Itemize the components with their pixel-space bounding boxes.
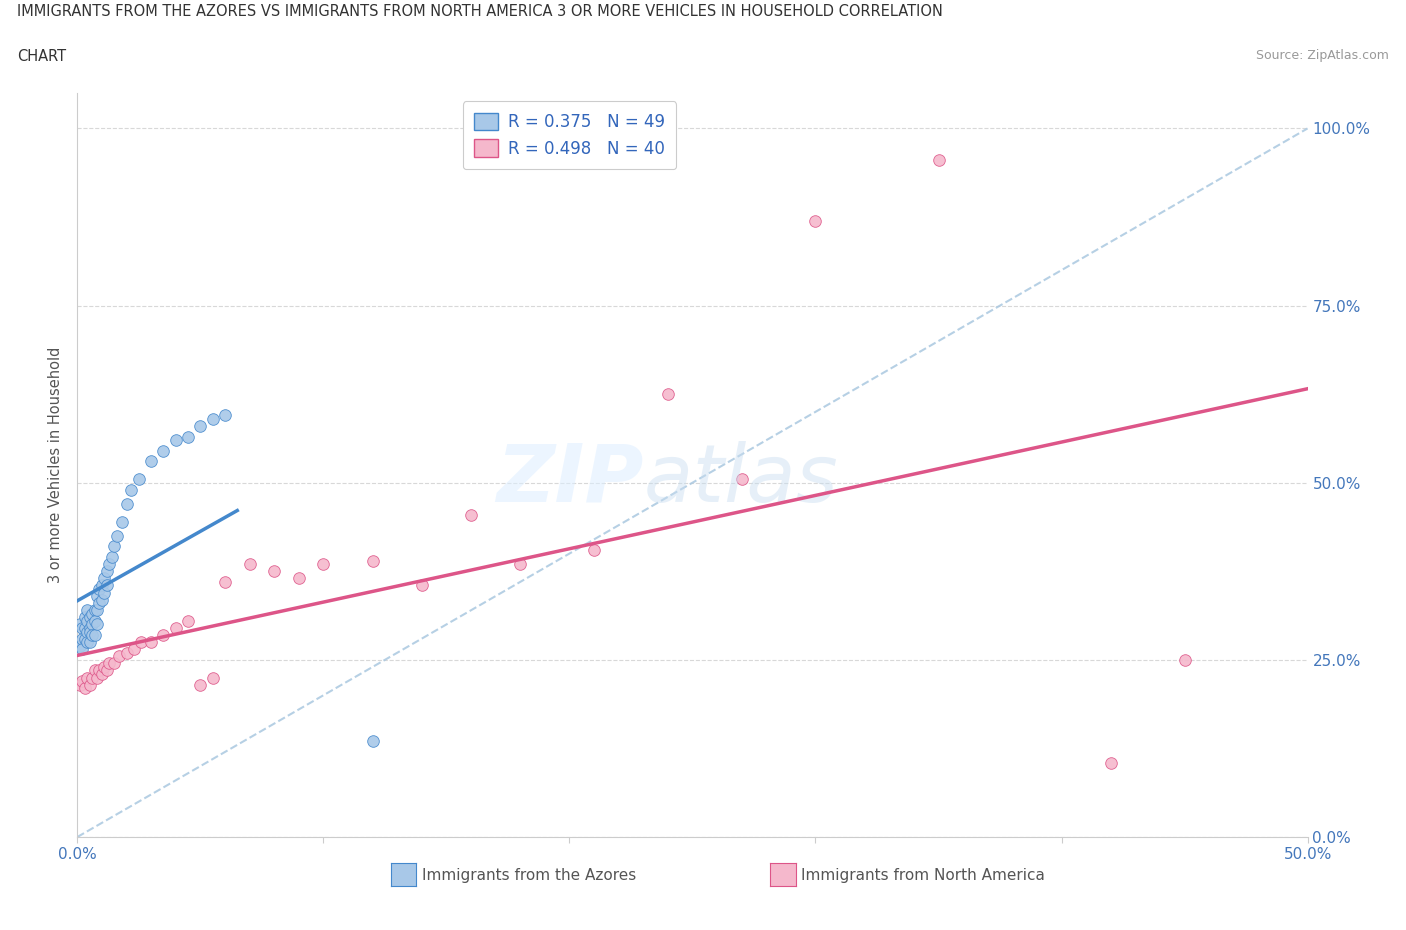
Point (73, 620, 96, 635)
Point (82, 606, 104, 621)
Point (103, 539, 125, 554)
Point (177, 614, 200, 629)
Point (69, 617, 91, 631)
Point (93, 571, 115, 586)
Point (83, 628, 105, 643)
Point (115, 497, 138, 512)
Point (86, 617, 108, 631)
Point (83, 663, 105, 678)
Point (69, 638, 91, 653)
Point (76, 671, 98, 685)
Point (89, 663, 111, 678)
Point (731, 472, 754, 486)
Point (70, 620, 93, 635)
Point (141, 454, 163, 469)
Point (214, 575, 236, 590)
Point (152, 444, 174, 458)
Point (82, 617, 104, 631)
Point (76, 614, 98, 629)
Point (1174, 653, 1197, 668)
Text: IMMIGRANTS FROM THE AZORES VS IMMIGRANTS FROM NORTH AMERICA 3 OR MORE VEHICLES I: IMMIGRANTS FROM THE AZORES VS IMMIGRANTS… (17, 5, 943, 20)
Point (83, 603, 105, 618)
Point (70, 642, 93, 657)
Point (214, 408, 236, 423)
Point (509, 557, 531, 572)
Point (86, 671, 108, 685)
Point (152, 628, 174, 643)
Point (122, 642, 145, 657)
Point (928, 153, 950, 167)
Point (86, 603, 108, 618)
Point (111, 514, 132, 529)
Point (90, 578, 114, 593)
Point (165, 620, 187, 635)
Point (460, 507, 482, 522)
Point (70, 631, 93, 646)
Point (73, 610, 96, 625)
Point (83, 614, 105, 629)
Point (79, 677, 101, 692)
Point (115, 645, 138, 660)
Point (98, 557, 121, 572)
Point (70, 673, 93, 688)
Point (79, 610, 101, 625)
Point (657, 387, 679, 402)
Point (105, 528, 128, 543)
Point (96, 564, 118, 578)
Point (79, 620, 101, 635)
Text: Immigrants from North America: Immigrants from North America (801, 868, 1045, 883)
Y-axis label: 3 or more Vehicles in Household: 3 or more Vehicles in Household (48, 347, 63, 583)
Point (76, 634, 98, 649)
Point (93, 585, 115, 600)
Point (312, 557, 335, 572)
Point (90, 667, 114, 682)
Point (177, 430, 200, 445)
Point (103, 656, 125, 671)
Point (361, 553, 384, 568)
Point (69, 677, 91, 692)
Point (129, 634, 153, 649)
Point (79, 634, 101, 649)
Point (804, 213, 827, 228)
Point (101, 550, 124, 565)
Point (128, 472, 150, 486)
Point (583, 542, 606, 557)
Point (82, 628, 104, 643)
Point (90, 592, 114, 607)
Point (73, 681, 96, 696)
Point (96, 663, 118, 678)
Point (76, 624, 98, 639)
Point (108, 649, 131, 664)
Point (82, 671, 104, 685)
Point (165, 432, 187, 447)
Point (188, 418, 212, 433)
Point (89, 596, 111, 611)
Text: CHART: CHART (17, 48, 66, 63)
Text: atlas: atlas (644, 441, 838, 519)
Point (98, 656, 121, 671)
Point (76, 603, 98, 618)
Point (263, 564, 285, 578)
Point (201, 411, 224, 426)
Point (288, 571, 311, 586)
Text: ZIP: ZIP (496, 441, 644, 519)
Point (201, 671, 224, 685)
Point (86, 589, 108, 604)
Point (361, 734, 384, 749)
Point (411, 578, 433, 593)
Point (79, 624, 101, 639)
Point (239, 557, 262, 572)
Text: Immigrants from the Azores: Immigrants from the Azores (422, 868, 636, 883)
Point (96, 578, 118, 593)
Point (93, 659, 115, 674)
Point (188, 677, 212, 692)
Point (89, 581, 111, 596)
Point (73, 631, 96, 646)
Text: Source: ZipAtlas.com: Source: ZipAtlas.com (1256, 48, 1389, 61)
Legend: R = 0.375   N = 49, R = 0.498   N = 40: R = 0.375 N = 49, R = 0.498 N = 40 (463, 101, 676, 169)
Point (1099, 755, 1122, 770)
Point (141, 634, 163, 649)
Point (121, 483, 143, 498)
